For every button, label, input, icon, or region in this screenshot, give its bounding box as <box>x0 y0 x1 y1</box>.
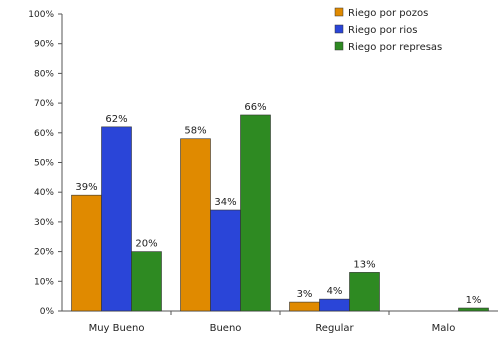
bar <box>180 138 211 312</box>
data-label: 62% <box>105 114 127 125</box>
legend-swatch <box>334 41 344 51</box>
y-tick-label: 0% <box>40 307 55 317</box>
y-tick-label: 100% <box>28 10 54 20</box>
data-label: 4% <box>327 286 343 297</box>
y-tick-label: 20% <box>34 248 54 258</box>
data-label: 20% <box>135 239 157 250</box>
bar <box>319 298 350 312</box>
x-tick-label: Muy Bueno <box>89 323 145 334</box>
bar <box>101 126 132 312</box>
data-label: 1% <box>466 295 482 306</box>
data-labels: 39% 62% 20% 58% 34% 66% 3% 4% 13% 1% <box>75 102 481 306</box>
legend: Riego por pozos Riego por rios Riego por r… <box>334 7 442 53</box>
data-label: 58% <box>184 126 206 137</box>
bars <box>71 114 489 312</box>
bar <box>289 301 320 312</box>
bar <box>458 307 489 312</box>
data-label: 39% <box>75 182 97 193</box>
y-tick-label: 60% <box>34 129 54 139</box>
data-label: 34% <box>214 197 236 208</box>
legend-swatch <box>334 7 344 17</box>
legend-label: Riego por rios <box>348 25 418 36</box>
y-tick-label: 70% <box>34 99 54 109</box>
legend-swatch <box>334 24 344 34</box>
bar <box>349 272 380 312</box>
y-tick-label: 30% <box>34 218 54 228</box>
y-tick-label: 40% <box>34 188 54 198</box>
x-tick-label: Regular <box>315 323 354 334</box>
bar <box>240 114 271 312</box>
data-label: 13% <box>353 259 375 270</box>
y-tick-label: 50% <box>34 159 54 169</box>
bar <box>131 251 162 312</box>
y-tick-label: 10% <box>34 277 54 287</box>
bar <box>210 209 241 312</box>
legend-label: Riego por represas <box>348 42 442 53</box>
data-label: 3% <box>297 289 313 300</box>
y-tick-label: 90% <box>34 40 54 50</box>
data-label: 66% <box>244 102 266 113</box>
axes: 0% 10% 20% 30% 40% 50% 60% 70% 80% 90% 100% Muy Bue… <box>28 10 498 334</box>
y-tick-label: 80% <box>34 69 54 79</box>
x-tick-label: Malo <box>432 323 456 334</box>
legend-label: Riego por pozos <box>348 8 428 19</box>
bar <box>71 194 102 312</box>
x-tick-label: Bueno <box>210 323 242 334</box>
